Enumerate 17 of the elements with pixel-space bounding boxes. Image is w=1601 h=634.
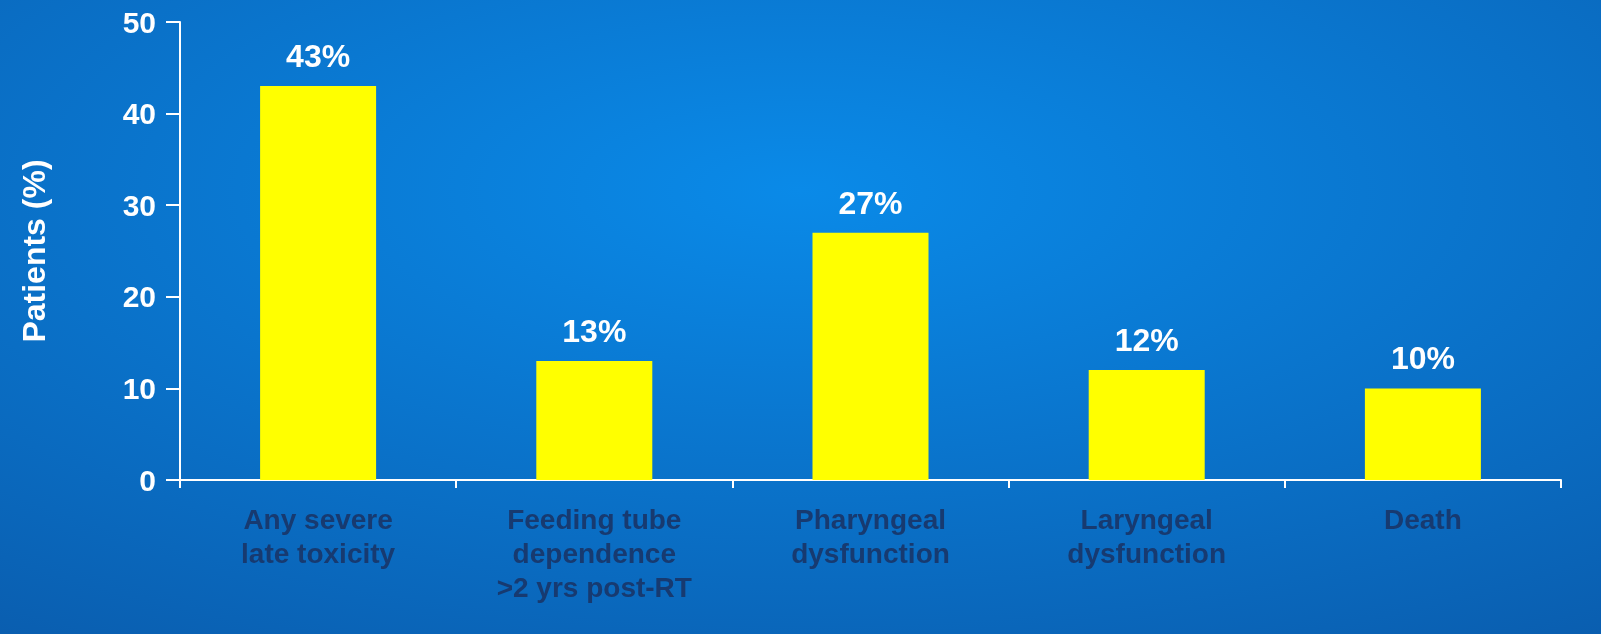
data-label: 12% [1114,322,1179,359]
data-label: 10% [1390,340,1455,377]
y-tick-label: 40 [122,97,156,131]
data-label: 43% [286,38,351,75]
y-axis-title: Patients (%) [16,159,52,343]
y-tick-label: 30 [122,188,156,222]
data-label: 27% [838,184,903,221]
y-tick-label: 0 [139,463,156,497]
x-tick-label: Laryngeal dysfunction [1067,503,1227,569]
x-tick-label: Any severe late toxicity [241,503,396,569]
y-tick-label: 50 [122,5,156,39]
y-tick-label: 20 [122,280,156,314]
x-tick-label: Death [1384,503,1462,535]
x-tick-label: Feeding tube dependence >2 yrs post-RT [496,503,692,603]
x-tick-label: Pharyngeal dysfunction [791,503,950,569]
data-label: 13% [562,312,627,349]
y-tick-label: 10 [122,371,156,405]
